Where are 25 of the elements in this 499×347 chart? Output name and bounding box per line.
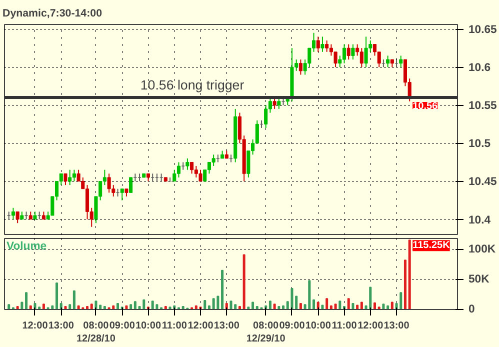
x-tick-label: 10:00	[135, 320, 162, 332]
x-tick-label: 13:00	[48, 320, 74, 332]
y-tick-label: 50K	[468, 273, 490, 286]
chart-title: Dynamic,7:30-14:00	[2, 8, 102, 20]
x-tick-label: 09:00	[109, 320, 136, 332]
y-tick-label: 100K	[468, 243, 496, 256]
x-tick-label: 12:00	[358, 320, 384, 332]
x-tick-label: 11:00	[332, 320, 358, 332]
x-tick-label: 13:00	[214, 320, 240, 332]
y-tick-label: 10.45	[468, 176, 497, 188]
y-tick-label: 10.6	[468, 62, 491, 74]
x-tick-label: 11:00	[162, 320, 188, 332]
y-tick-label: 10.4	[468, 214, 492, 226]
x-tick-label: 13:00	[384, 320, 410, 332]
x-tick-label: 12:00	[188, 320, 214, 332]
chart-title: Volume	[6, 240, 47, 252]
ref-line-label: 10.56 long trigger	[140, 78, 245, 93]
x-tick-label: 09:00	[279, 320, 306, 332]
y-tick-label: 0	[468, 304, 475, 316]
y-tick-label: 10.65	[468, 24, 497, 36]
y-tick-label: 10.5	[468, 138, 491, 150]
x-tick-label: 10:00	[305, 320, 332, 332]
y-tick-label: 10.55	[468, 100, 497, 112]
x-tick-label: 12:00	[22, 320, 48, 332]
text: 115.25K	[412, 240, 451, 252]
